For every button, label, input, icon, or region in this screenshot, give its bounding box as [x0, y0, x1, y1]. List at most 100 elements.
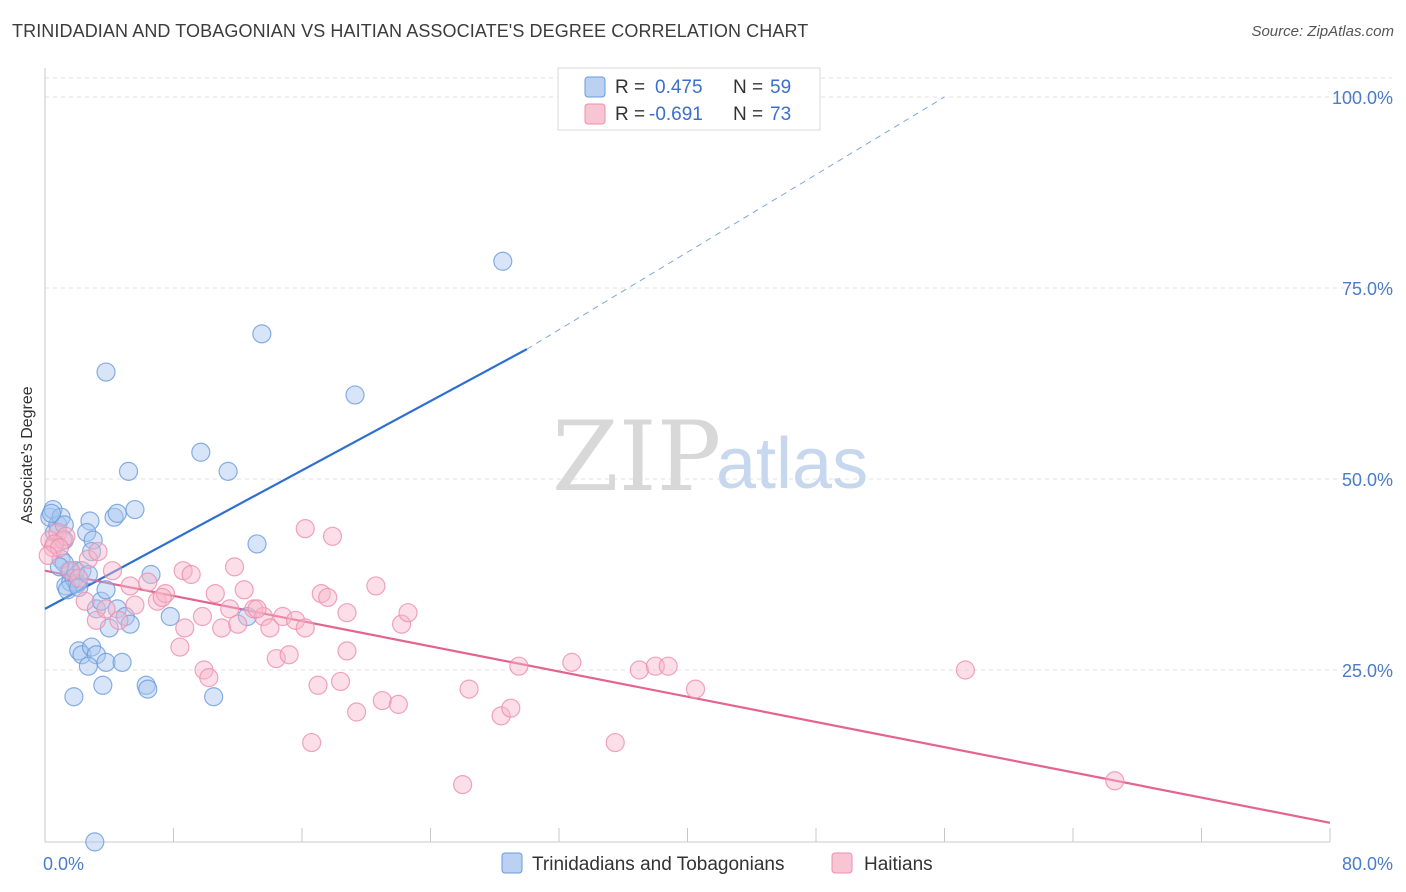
trend-line-trinidadian — [44, 348, 528, 610]
bottom-legend-label: Haitians — [864, 854, 933, 875]
legend-swatch-blue — [584, 76, 606, 98]
point-trinidadian — [118, 461, 139, 481]
point-trinidadian — [77, 522, 97, 543]
axes — [44, 68, 1331, 843]
point-haitian — [228, 614, 248, 634]
watermark-zip: ZIP — [552, 401, 721, 513]
legend-n-value: 59 — [770, 77, 791, 98]
legend-r-value: 0.475 — [655, 77, 703, 98]
point-haitian — [285, 610, 306, 630]
watermark: ZIP atlas — [552, 401, 868, 513]
point-haitian — [658, 656, 678, 676]
point-haitian — [212, 618, 232, 638]
trend-line-haitian — [44, 569, 1331, 824]
point-haitian — [501, 698, 521, 718]
point-trinidadian — [64, 687, 84, 707]
y-tick-label: 50.0% — [1342, 470, 1393, 490]
point-trinidadian — [204, 687, 224, 707]
point-trinidadian — [493, 251, 513, 271]
point-haitian — [398, 603, 418, 623]
point-haitian — [88, 541, 108, 562]
watermark-atlas: atlas — [716, 424, 868, 504]
data-points — [38, 251, 1125, 852]
legend-r-label: R = — [615, 77, 645, 98]
point-haitian — [120, 576, 140, 596]
point-haitian — [366, 576, 386, 596]
point-haitian — [109, 610, 129, 630]
point-haitian — [453, 774, 473, 795]
point-haitian — [69, 568, 89, 588]
point-haitian — [181, 564, 201, 585]
point-haitian — [266, 648, 286, 669]
bottom-legend: Trinidadians and Tobagonians Haitians — [501, 852, 933, 875]
point-trinidadian — [93, 675, 113, 695]
point-haitian — [322, 526, 343, 546]
point-haitian — [347, 702, 367, 722]
point-haitian — [308, 675, 328, 695]
bottom-legend-swatch-pink — [831, 852, 853, 874]
point-trinidadian — [96, 652, 116, 672]
point-trinidadian — [345, 385, 365, 405]
point-trinidadian — [125, 499, 145, 520]
y-tick-label: 100.0% — [1332, 88, 1393, 108]
point-trinidadian — [80, 511, 100, 531]
point-haitian — [96, 599, 116, 619]
y-tick-label: 25.0% — [1342, 661, 1393, 681]
point-haitian — [955, 660, 975, 680]
point-trinidadian — [160, 606, 180, 627]
point-haitian — [224, 557, 245, 577]
point-trinidadian — [72, 645, 92, 665]
legend: R = 0.475 N = 59 R = -0.691 N = 73 — [557, 67, 821, 131]
point-haitian — [49, 538, 70, 558]
point-trinidadian — [49, 557, 70, 577]
point-trinidadian — [78, 656, 98, 676]
point-haitian — [629, 660, 649, 680]
legend-r-value: -0.691 — [649, 104, 703, 125]
point-trinidadian — [86, 645, 107, 665]
legend-swatch-pink — [584, 103, 606, 125]
point-haitian — [509, 656, 529, 676]
point-haitian — [253, 606, 274, 627]
bottom-legend-label: Trinidadians and Tobagonians — [532, 854, 784, 875]
point-trinidadian — [252, 324, 272, 344]
point-haitian — [102, 561, 123, 581]
point-haitian — [491, 706, 511, 726]
point-haitian — [685, 679, 706, 699]
point-trinidadian — [247, 534, 267, 554]
point-haitian — [205, 583, 225, 604]
point-haitian — [56, 526, 76, 546]
bottom-legend-swatch-blue — [501, 852, 523, 874]
legend-r-label: R = — [615, 104, 645, 125]
point-haitian — [61, 561, 81, 581]
point-haitian — [138, 572, 158, 592]
point-haitian — [605, 732, 625, 753]
point-haitian — [78, 549, 98, 569]
y-axis-label: Associate's Degree — [19, 386, 36, 523]
point-trinidadian — [96, 580, 116, 600]
point-trinidadian — [218, 461, 238, 481]
point-haitian — [1105, 771, 1125, 791]
point-haitian — [391, 614, 412, 634]
point-haitian — [152, 587, 172, 608]
point-trinidadian — [96, 362, 116, 382]
point-haitian — [302, 732, 322, 753]
point-haitian — [388, 694, 408, 714]
point-haitian — [75, 591, 95, 611]
point-haitian — [295, 519, 315, 539]
chart-title: TRINIDADIAN AND TOBAGONIAN VS HAITIAN AS… — [12, 21, 809, 41]
point-haitian — [337, 641, 357, 661]
point-haitian — [337, 603, 357, 623]
x-tick-label: 80.0% — [1342, 854, 1393, 874]
point-haitian — [318, 587, 338, 608]
point-trinidadian — [112, 652, 132, 672]
point-haitian — [295, 618, 315, 638]
point-haitian — [273, 606, 293, 627]
point-haitian — [175, 618, 195, 638]
y-tick-labels: 100.0% 75.0% 50.0% 25.0% — [1332, 88, 1393, 681]
legend-n-value: 73 — [770, 104, 791, 125]
trend-lines — [44, 96, 1331, 824]
point-trinidadian — [41, 503, 62, 523]
y-tick-label: 75.0% — [1342, 279, 1393, 299]
point-haitian — [330, 671, 351, 692]
